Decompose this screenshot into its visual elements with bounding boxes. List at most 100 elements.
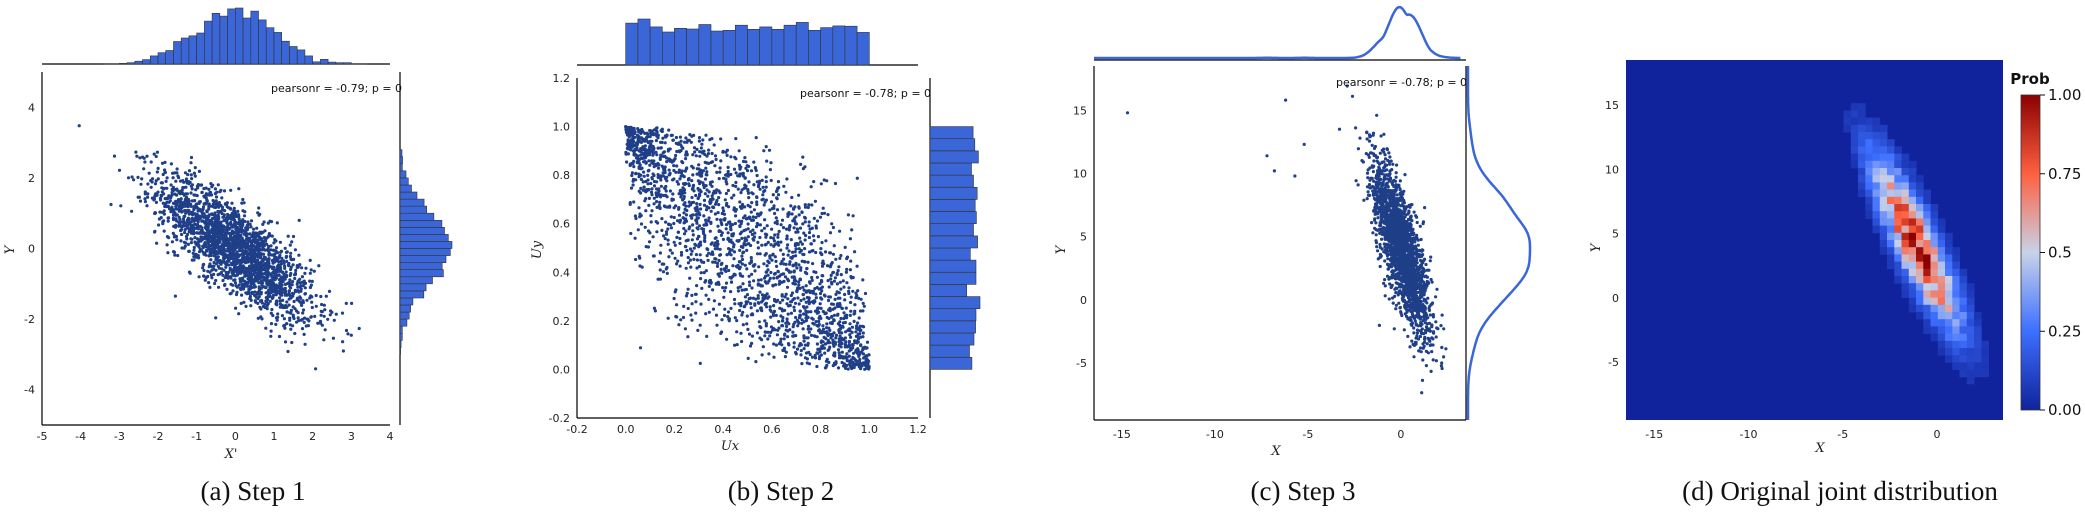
scatter-point <box>253 253 257 257</box>
scatter-point <box>187 270 192 274</box>
scatter-point <box>760 229 764 233</box>
scatter-point <box>798 236 802 240</box>
scatter-point <box>666 242 670 246</box>
scatter-point <box>842 311 846 315</box>
scatter-point <box>237 217 241 221</box>
scatter-point <box>250 291 254 296</box>
scatter-point <box>840 341 844 346</box>
scatter-point <box>732 250 737 254</box>
scatter-point <box>690 179 694 183</box>
scatter-point <box>209 190 213 195</box>
scatter-point <box>209 182 213 186</box>
scatter-point <box>170 193 174 197</box>
scatter-point <box>146 182 150 186</box>
scatter-point <box>240 265 244 269</box>
y-tick-label: 0.4 <box>553 266 571 279</box>
y-tick-label: -2 <box>24 313 35 326</box>
scatter-point <box>189 241 193 245</box>
scatter-point <box>760 178 764 182</box>
scatter-point <box>155 170 159 174</box>
scatter-point <box>853 340 857 345</box>
scatter-point <box>652 202 656 206</box>
scatter-point <box>235 233 239 237</box>
scatter-point <box>150 196 154 200</box>
scatter-point <box>816 347 820 351</box>
scatter-point <box>167 207 172 211</box>
scatter-point <box>242 214 247 218</box>
scatter-point <box>825 179 829 183</box>
scatter-point <box>210 243 214 248</box>
scatter-point <box>334 312 338 316</box>
scatter-point <box>138 156 142 160</box>
scatter-point <box>716 224 720 228</box>
scatter-point <box>298 263 302 267</box>
scatter-point <box>743 176 747 180</box>
scatter-point <box>685 291 689 295</box>
scatter-point <box>803 306 807 310</box>
scatter-point <box>300 275 304 279</box>
scatter-point <box>258 299 263 303</box>
scatter-point <box>791 219 795 223</box>
scatter-point <box>853 303 857 307</box>
scatter-point <box>249 225 253 229</box>
scatter-point <box>738 285 743 289</box>
scatter-point <box>262 278 266 282</box>
scatter-point <box>174 201 178 205</box>
scatter-point <box>650 193 654 197</box>
scatter-point <box>715 244 719 248</box>
scatter-point <box>739 191 743 195</box>
scatter-point <box>269 311 273 315</box>
scatter-point <box>794 254 798 258</box>
scatter-point <box>175 238 179 242</box>
scatter-point <box>214 215 218 219</box>
scatter-point <box>798 286 802 290</box>
scatter-point <box>834 292 838 296</box>
scatter-point <box>659 146 663 150</box>
scatter-point <box>659 174 663 178</box>
scatter-point <box>697 211 701 215</box>
scatter-point <box>745 293 750 297</box>
scatter-point <box>211 202 215 206</box>
scatter-point <box>674 141 678 145</box>
scatter-point <box>700 286 704 290</box>
scatter-point <box>673 256 677 260</box>
scatter-point <box>1428 259 1432 263</box>
scatter-point <box>292 299 296 304</box>
scatter-point <box>279 305 283 309</box>
scatter-point <box>828 265 832 269</box>
scatter-point <box>835 313 840 317</box>
scatter-point <box>316 321 320 325</box>
scatter-point <box>192 208 196 212</box>
histogram-bar <box>273 32 282 65</box>
histogram-bar <box>399 339 402 348</box>
scatter-point <box>299 301 303 305</box>
scatter-point <box>279 285 283 289</box>
histogram-bar <box>173 41 182 65</box>
scatter-point <box>835 290 839 294</box>
x-tick-label: -1 <box>191 430 202 443</box>
scatter-point <box>807 203 811 207</box>
scatter-point <box>702 214 706 218</box>
scatter-point <box>677 323 681 327</box>
scatter-point <box>156 166 160 170</box>
scatter-point <box>234 225 238 229</box>
scatter-point <box>849 309 853 313</box>
scatter-point <box>665 195 669 199</box>
scatter-point <box>646 178 650 182</box>
scatter-point <box>187 203 191 207</box>
scatter-point <box>826 333 830 338</box>
scatter-point <box>834 333 839 337</box>
scatter-point <box>835 271 839 275</box>
scatter-point <box>740 313 744 317</box>
scatter-point <box>784 262 788 266</box>
scatter-point <box>254 263 258 267</box>
scatter-point <box>817 316 821 320</box>
scatter-point <box>865 365 869 369</box>
scatter-point <box>640 265 644 269</box>
scatter-point <box>192 258 196 262</box>
scatter-point <box>171 176 175 180</box>
scatter-point <box>317 264 321 268</box>
scatter-point <box>641 139 646 143</box>
scatter-point <box>651 132 656 136</box>
